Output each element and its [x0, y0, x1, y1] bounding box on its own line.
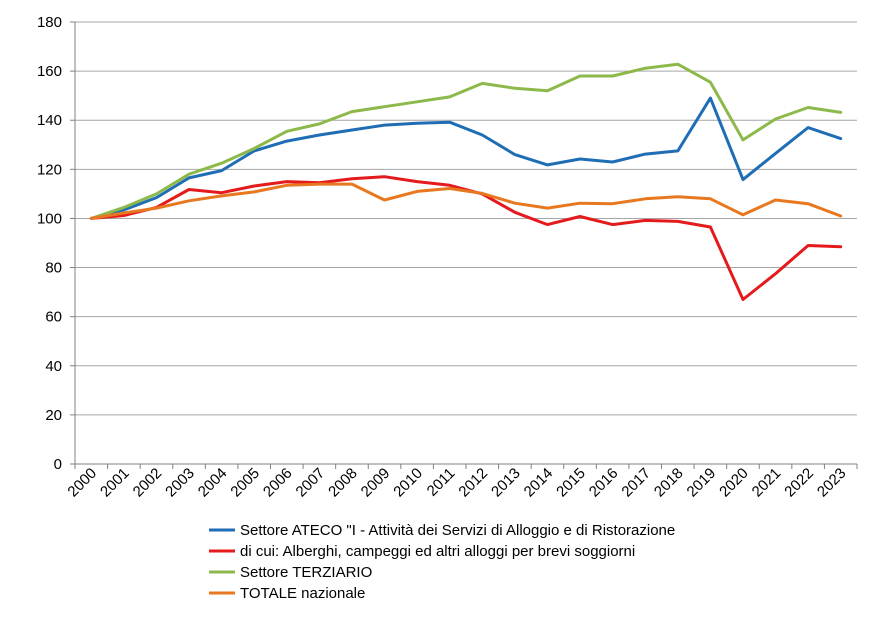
- legend-label: Settore ATECO "I - Attività dei Servizi …: [240, 522, 675, 539]
- legend-label: TOTALE nazionale: [240, 585, 365, 602]
- series-line-1: [89, 96, 843, 220]
- x-tick-label: 2002: [130, 465, 166, 501]
- y-tick-label: 120: [37, 161, 62, 178]
- x-tick-label: 2004: [195, 465, 231, 501]
- x-tick-label: 2000: [64, 465, 100, 501]
- x-tick-label: 2014: [521, 465, 557, 501]
- x-tick-label: 2013: [488, 465, 524, 501]
- y-tick-label: 100: [37, 210, 62, 227]
- x-tick-label: 2001: [97, 465, 133, 501]
- y-tick-label: 80: [45, 260, 62, 277]
- x-tick-label: 2010: [390, 465, 426, 501]
- x-tick-label: 2018: [651, 465, 687, 501]
- x-tick-label: 2022: [781, 465, 817, 501]
- series-line-3: [89, 62, 843, 220]
- x-tick-label: 2011: [424, 465, 459, 500]
- y-tick-label: 140: [37, 112, 62, 129]
- x-tick-label: 2021: [749, 465, 785, 501]
- axes: [70, 21, 858, 469]
- y-tick-label: 180: [37, 14, 62, 31]
- x-tick-label: 2009: [358, 465, 394, 501]
- x-tick-label: 2017: [618, 465, 654, 501]
- x-tick-label: 2019: [684, 465, 720, 501]
- x-tick-label: 2016: [586, 465, 622, 501]
- y-tick-labels: 0 20 40 60 80 100 120 140 160 180: [37, 14, 62, 473]
- y-tick-label: 20: [45, 407, 62, 424]
- series-line-2: [89, 175, 843, 301]
- x-tick-label: 2008: [325, 465, 361, 501]
- x-tick-labels: 2000200120022003200420052006200720082009…: [64, 465, 849, 501]
- y-tick-label: 160: [37, 63, 62, 80]
- x-tick-label: 2015: [553, 465, 589, 501]
- y-tick-label: 0: [54, 456, 62, 473]
- x-tick-label: 2006: [260, 465, 296, 501]
- x-tick-label: 2007: [293, 465, 329, 501]
- x-tick-label: 2020: [716, 465, 752, 501]
- x-tick-label: 2012: [455, 465, 491, 501]
- x-tick-label: 2003: [162, 465, 198, 501]
- gridlines: [75, 21, 857, 465]
- y-tick-label: 40: [45, 358, 62, 375]
- x-tick-label: 2005: [227, 465, 263, 501]
- legend-label: Settore TERZIARIO: [240, 564, 372, 581]
- series-lines: [89, 62, 843, 301]
- legend-label: di cui: Alberghi, campeggi ed altri allo…: [240, 543, 635, 560]
- y-tick-label: 60: [45, 309, 62, 326]
- legend: Settore ATECO "I - Attività dei Servizi …: [209, 522, 675, 602]
- series-line-4: [89, 182, 843, 220]
- x-tick-label: 2023: [814, 465, 850, 501]
